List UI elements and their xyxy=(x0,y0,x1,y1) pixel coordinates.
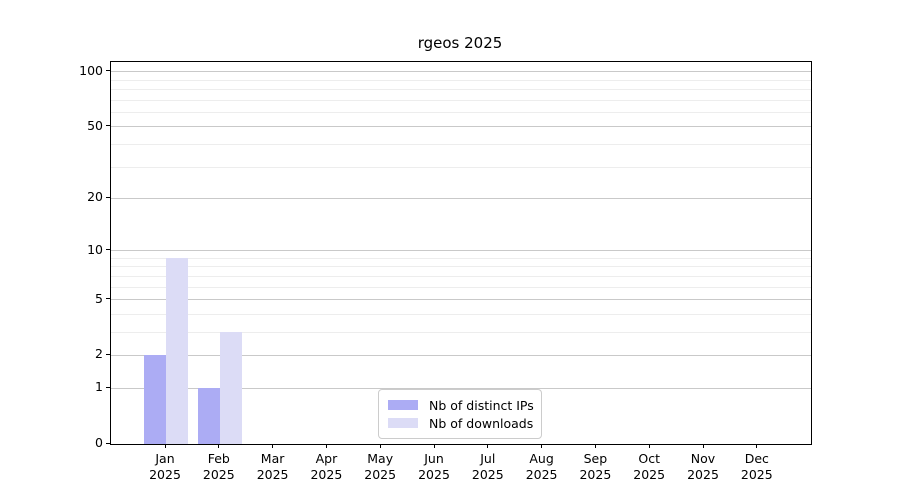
gridline-major xyxy=(111,299,811,300)
gridline-minor xyxy=(111,99,811,101)
x-tick-label: Feb 2025 xyxy=(202,451,235,482)
gridline-minor xyxy=(111,331,811,333)
x-tick-mark xyxy=(594,444,596,448)
gridline-minor xyxy=(111,266,811,268)
x-tick-label: Jun 2025 xyxy=(418,451,450,482)
legend-swatch xyxy=(388,418,418,428)
x-tick-label: Apr 2025 xyxy=(310,451,343,482)
x-tick-mark xyxy=(756,444,758,448)
x-tick-mark xyxy=(164,444,166,448)
gridline-major xyxy=(111,197,811,199)
y-tick-mark xyxy=(106,298,110,299)
y-tick-mark xyxy=(106,70,110,72)
y-tick-label: 5 xyxy=(95,290,103,306)
legend-item-label: Nb of distinct IPs xyxy=(429,397,534,413)
x-tick-label: May 2025 xyxy=(364,451,397,482)
y-tick-mark xyxy=(106,353,110,355)
gridline-major xyxy=(111,126,811,128)
y-tick-label: 100 xyxy=(79,62,103,78)
gridline-minor xyxy=(111,257,811,259)
x-tick-mark xyxy=(702,444,704,448)
y-tick-mark xyxy=(106,442,110,444)
x-tick-label: Aug 2025 xyxy=(525,451,558,482)
y-tick-label: 2 xyxy=(95,346,103,362)
x-tick-mark xyxy=(541,444,543,448)
legend-item: Nb of distinct IPs xyxy=(388,396,534,414)
x-tick-label: Oct 2025 xyxy=(633,451,666,482)
x-tick-label: Mar 2025 xyxy=(256,451,289,482)
bar-distinct-ips xyxy=(144,355,166,444)
y-tick-mark xyxy=(106,196,110,198)
gridline-minor xyxy=(111,286,811,288)
x-tick-mark xyxy=(379,444,381,448)
y-tick-label: 50 xyxy=(87,117,103,133)
chart-title: rgeos 2025 xyxy=(417,34,503,52)
x-tick-mark xyxy=(272,444,274,448)
x-tick-mark xyxy=(433,444,435,448)
bar-downloads xyxy=(166,258,188,444)
x-tick-mark xyxy=(487,444,489,448)
gridline-major xyxy=(111,387,811,389)
y-tick-label: 20 xyxy=(87,189,103,205)
y-tick-label: 10 xyxy=(87,241,103,257)
x-tick-label: Sep 2025 xyxy=(579,451,612,482)
gridline-minor xyxy=(111,166,811,168)
x-tick-label: Dec 2025 xyxy=(740,451,773,482)
x-tick-mark xyxy=(648,444,650,448)
y-tick-mark xyxy=(106,125,110,127)
y-tick-label: 1 xyxy=(95,379,103,395)
plot-area: Nb of distinct IPs Nb of downloads xyxy=(110,61,812,445)
gridline-minor xyxy=(111,313,811,315)
gridline-major xyxy=(111,250,811,252)
legend: Nb of distinct IPs Nb of downloads xyxy=(378,389,542,439)
gridline-minor xyxy=(111,111,811,113)
gridline-major xyxy=(111,71,811,73)
gridline-minor xyxy=(111,275,811,277)
legend-item-label: Nb of downloads xyxy=(429,415,534,431)
x-tick-label: Jul 2025 xyxy=(471,451,504,482)
bar-distinct-ips xyxy=(197,388,220,444)
x-tick-label: Jan 2025 xyxy=(149,451,181,482)
gridline-minor xyxy=(111,79,811,81)
x-tick-mark xyxy=(218,444,220,448)
bar-downloads xyxy=(219,332,242,444)
gridline-minor xyxy=(111,144,811,145)
x-tick-mark xyxy=(325,444,327,448)
legend-swatch xyxy=(388,400,418,410)
y-tick-mark xyxy=(106,249,110,251)
legend-item: Nb of downloads xyxy=(388,414,534,432)
gridline-major xyxy=(111,354,811,356)
y-tick-label: 0 xyxy=(95,435,103,450)
y-tick-mark xyxy=(106,386,110,388)
gridline-minor xyxy=(111,89,811,91)
x-tick-label: Nov 2025 xyxy=(687,451,719,482)
